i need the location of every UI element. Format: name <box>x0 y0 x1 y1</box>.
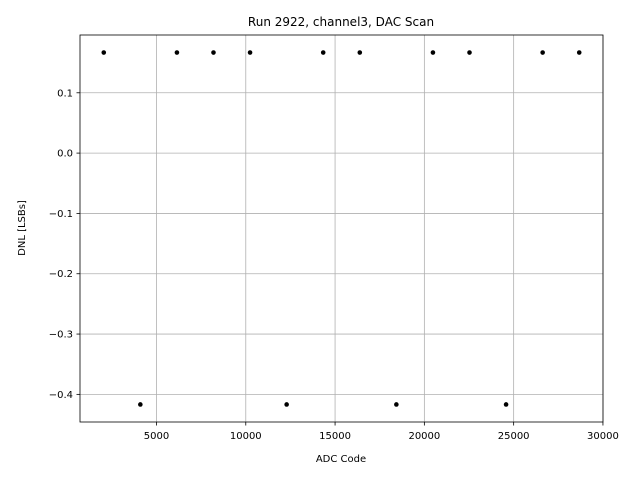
data-point <box>394 402 399 407</box>
data-point <box>284 402 289 407</box>
axes-frame <box>79 34 604 423</box>
y-tick-label: −0.4 <box>49 390 73 401</box>
y-tick-label: −0.3 <box>49 330 73 341</box>
x-ticks: 5000 10000 15000 20000 25000 30000 <box>144 422 619 442</box>
data-point <box>174 50 180 55</box>
x-tick-label: 5000 <box>144 431 169 442</box>
data-point <box>211 50 216 55</box>
y-ticks: 0.1 0.0 −0.1 −0.2 −0.3 −0.4 <box>49 88 80 401</box>
data-point <box>467 50 472 55</box>
data-points <box>101 50 582 407</box>
x-tick-label: 20000 <box>408 431 440 442</box>
x-tick-label: 15000 <box>319 431 351 442</box>
data-point <box>320 50 326 55</box>
data-point <box>430 50 436 55</box>
data-point <box>503 402 509 407</box>
x-tick-label: 10000 <box>230 431 262 442</box>
x-tick-label: 30000 <box>587 431 619 442</box>
y-tick-label: 0.1 <box>57 88 73 99</box>
x-axis-label: ADC Code <box>316 454 366 465</box>
data-point <box>540 50 545 55</box>
data-point <box>247 50 253 55</box>
y-tick-label: −0.1 <box>49 209 73 220</box>
chart-title: Run 2922, channel3, DAC Scan <box>248 15 434 29</box>
data-point <box>357 50 363 55</box>
x-tick-label: 25000 <box>498 431 530 442</box>
y-tick-label: 0.0 <box>57 149 73 160</box>
data-point <box>576 50 582 55</box>
y-axis-label: DNL [LSBs] <box>17 200 28 256</box>
data-point <box>101 50 107 55</box>
data-point <box>138 402 143 407</box>
y-tick-label: −0.2 <box>49 269 73 280</box>
